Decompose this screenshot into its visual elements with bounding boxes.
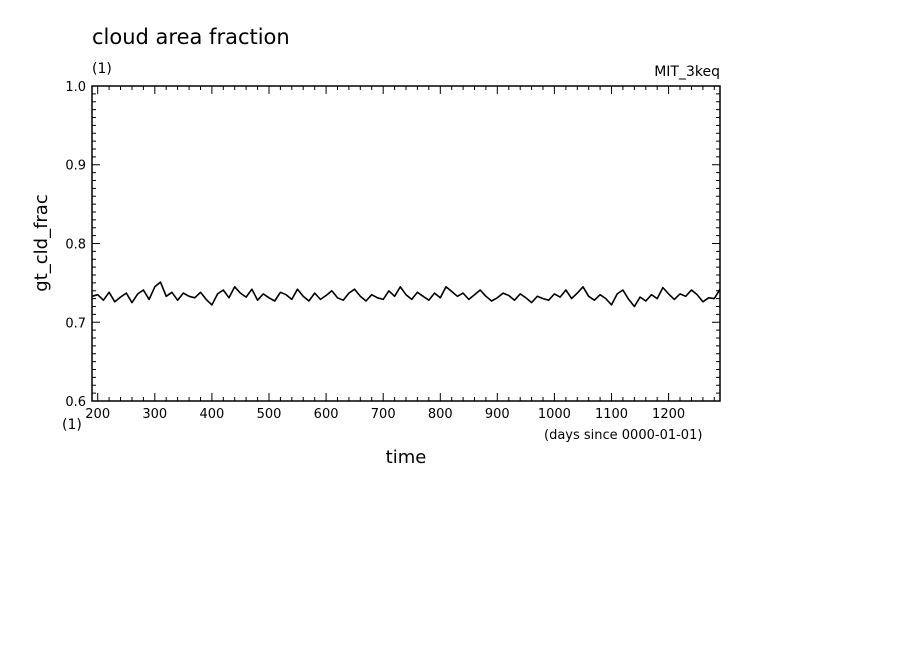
- y-tick-label: 0.8: [65, 238, 86, 253]
- series-line: [91, 281, 721, 308]
- tick-marks: [92, 85, 720, 402]
- x-tick-labels: 200 300 400 500 600 700 800 900 1000 1100 1200: [85, 407, 685, 422]
- x-tick-label: 500: [257, 407, 282, 422]
- y-tick-label: 1.0: [65, 80, 86, 95]
- x-tick-label: 600: [314, 407, 339, 422]
- y-units-label: (1): [92, 61, 112, 77]
- y-tick-label: 0.6: [65, 395, 86, 410]
- x-tick-label: 400: [199, 407, 224, 422]
- experiment-label: MIT_3keq: [654, 64, 720, 80]
- x-tick-label: 1100: [595, 407, 628, 422]
- tick-marks-path: [92, 85, 720, 402]
- x-tick-label: 1000: [538, 407, 571, 422]
- x-tick-label: 1200: [652, 407, 685, 422]
- y-axis-label: gt_cld_frac: [31, 194, 52, 291]
- x-axis-label: time: [386, 447, 427, 468]
- y-tick-labels: 0.6 0.7 0.8 0.9 1.0: [65, 80, 86, 410]
- chart-title: cloud area fraction: [92, 25, 290, 49]
- y-tick-label: 0.7: [65, 316, 86, 331]
- plot-frame: [91, 85, 721, 402]
- x-tick-label: 300: [142, 407, 167, 422]
- x-axis-units: (days since 0000-01-01): [544, 428, 702, 443]
- x-tick-label: 700: [371, 407, 396, 422]
- y-tick-label: 0.9: [65, 159, 86, 174]
- x-tick-label: 900: [485, 407, 510, 422]
- x-tick-label: 800: [428, 407, 453, 422]
- x-units-label: (1): [62, 417, 82, 433]
- series-group: [91, 281, 721, 308]
- x-tick-label: 200: [85, 407, 110, 422]
